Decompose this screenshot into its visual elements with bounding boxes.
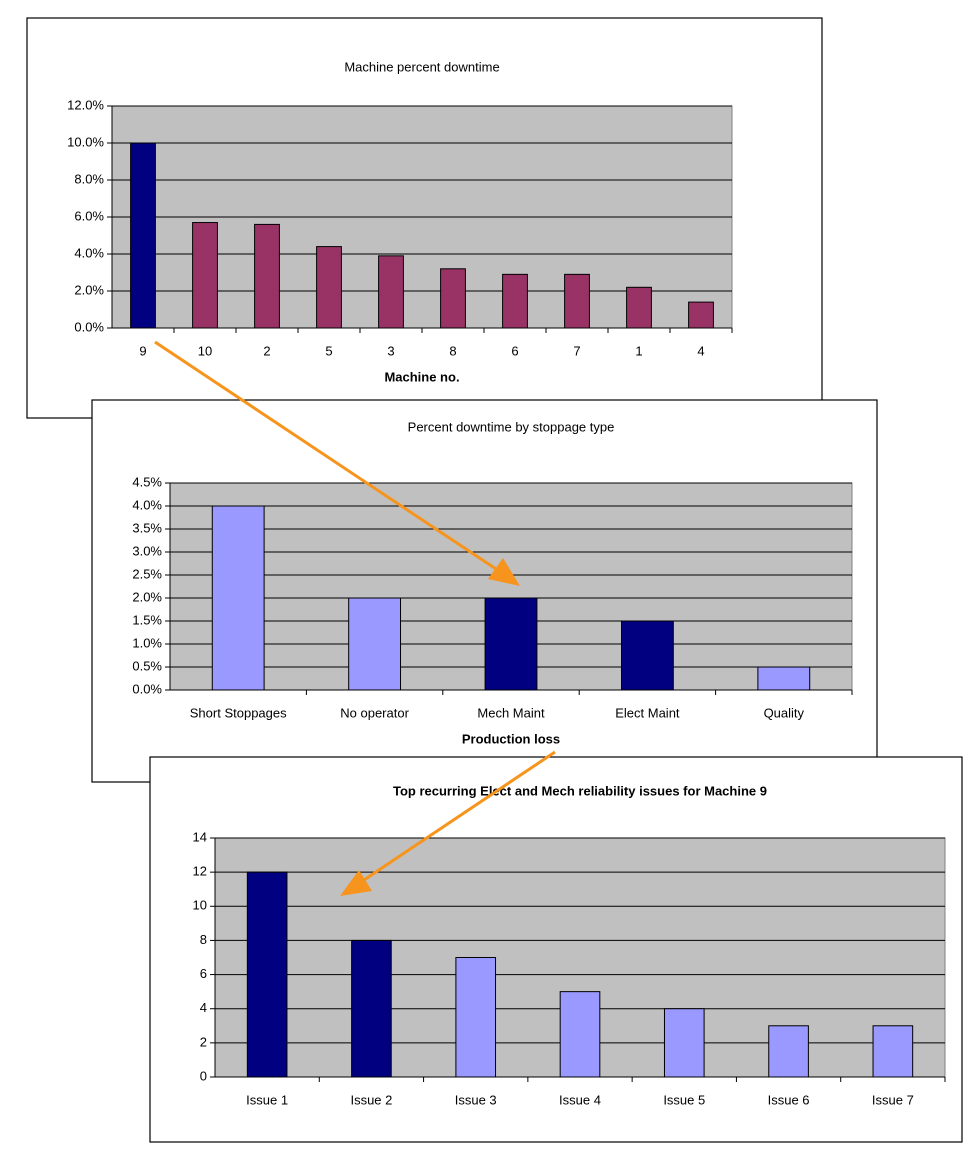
bar	[246, 871, 288, 1078]
x-tick-label: Short Stoppages	[190, 705, 287, 720]
bar	[620, 620, 674, 691]
chart-title: Machine percent downtime	[344, 59, 499, 74]
x-tick-label: No operator	[340, 705, 409, 720]
bar	[559, 991, 601, 1078]
bar	[626, 286, 652, 329]
bar	[211, 505, 265, 691]
y-tick-label: 4.0%	[132, 497, 162, 512]
bar	[316, 246, 342, 329]
y-tick-label: 0.0%	[74, 319, 104, 334]
arrows	[154, 340, 556, 896]
bar	[484, 597, 538, 691]
x-tick-label: Issue 5	[663, 1092, 705, 1107]
bar	[455, 957, 497, 1078]
bar	[192, 222, 218, 329]
x-tick-label: 5	[325, 343, 332, 358]
bar	[757, 666, 811, 691]
x-tick-label: Quality	[764, 705, 805, 720]
arrow	[354, 750, 556, 888]
y-tick-label: 8.0%	[74, 171, 104, 186]
y-tick-label: 10	[193, 898, 207, 913]
chart-panel: Machine percent downtime 0.0% 2.0% 4.0% 6.0%…	[26, 17, 823, 419]
bar	[564, 273, 590, 329]
bar	[130, 142, 156, 329]
y-tick-label: 4.0%	[74, 245, 104, 260]
bar	[440, 268, 466, 329]
x-tick-label: Mech Maint	[477, 705, 545, 720]
x-tick-label: 8	[449, 343, 456, 358]
bar	[378, 255, 404, 329]
x-tick-label: 7	[573, 343, 580, 358]
y-tick-label: 3.5%	[132, 520, 162, 535]
y-tick-label: 0.0%	[132, 681, 162, 696]
y-tick-label: 0.5%	[132, 658, 162, 673]
y-tick-label: 2.0%	[132, 589, 162, 604]
x-tick-label: Issue 4	[559, 1092, 601, 1107]
x-tick-label: 6	[511, 343, 518, 358]
y-tick-label: 6.0%	[74, 208, 104, 223]
y-tick-label: 12.0%	[67, 97, 104, 112]
bar	[502, 273, 528, 329]
y-tick-label: 4	[200, 1000, 207, 1015]
y-tick-label: 4.5%	[132, 474, 162, 489]
x-tick-label: 10	[198, 343, 212, 358]
arrow-head	[488, 558, 520, 586]
bar	[663, 1008, 705, 1078]
x-tick-label: Elect Maint	[615, 705, 680, 720]
bar	[348, 597, 402, 691]
x-tick-label: 4	[697, 343, 704, 358]
x-tick-label: 2	[263, 343, 270, 358]
x-tick-label: 9	[139, 343, 146, 358]
chart-title: Top recurring Elect and Mech reliability…	[393, 783, 767, 798]
y-tick-label: 12	[193, 864, 207, 879]
y-tick-label: 2	[200, 1034, 207, 1049]
arrow-head	[340, 870, 372, 896]
bar	[688, 301, 714, 329]
arrow	[154, 340, 506, 577]
x-tick-label: 1	[635, 343, 642, 358]
y-tick-label: 8	[200, 932, 207, 947]
chart-panel: Percent downtime by stoppage type 0.0% 0.5…	[91, 399, 878, 783]
x-axis-label: Production loss	[462, 731, 560, 746]
x-tick-label: Issue 1	[246, 1092, 288, 1107]
x-tick-label: Issue 7	[872, 1092, 914, 1107]
chart-panel: Top recurring Elect and Mech reliability…	[149, 756, 963, 1143]
chart-title: Percent downtime by stoppage type	[408, 419, 615, 434]
x-tick-label: Issue 2	[350, 1092, 392, 1107]
y-tick-label: 10.0%	[67, 134, 104, 149]
x-tick-label: 3	[387, 343, 394, 358]
y-tick-label: 6	[200, 966, 207, 981]
x-tick-label: Issue 6	[768, 1092, 810, 1107]
y-tick-label: 3.0%	[132, 543, 162, 558]
y-tick-label: 1.5%	[132, 612, 162, 627]
x-axis-label: Machine no.	[384, 369, 459, 384]
y-tick-label: 0	[200, 1068, 207, 1083]
y-tick-label: 2.0%	[74, 282, 104, 297]
bar	[351, 939, 392, 1078]
x-tick-label: Issue 3	[455, 1092, 497, 1107]
y-tick-label: 2.5%	[132, 566, 162, 581]
bar	[254, 223, 280, 329]
bar	[872, 1025, 914, 1078]
bar	[768, 1025, 809, 1078]
y-tick-label: 14	[193, 829, 207, 844]
y-tick-label: 1.0%	[132, 635, 162, 650]
